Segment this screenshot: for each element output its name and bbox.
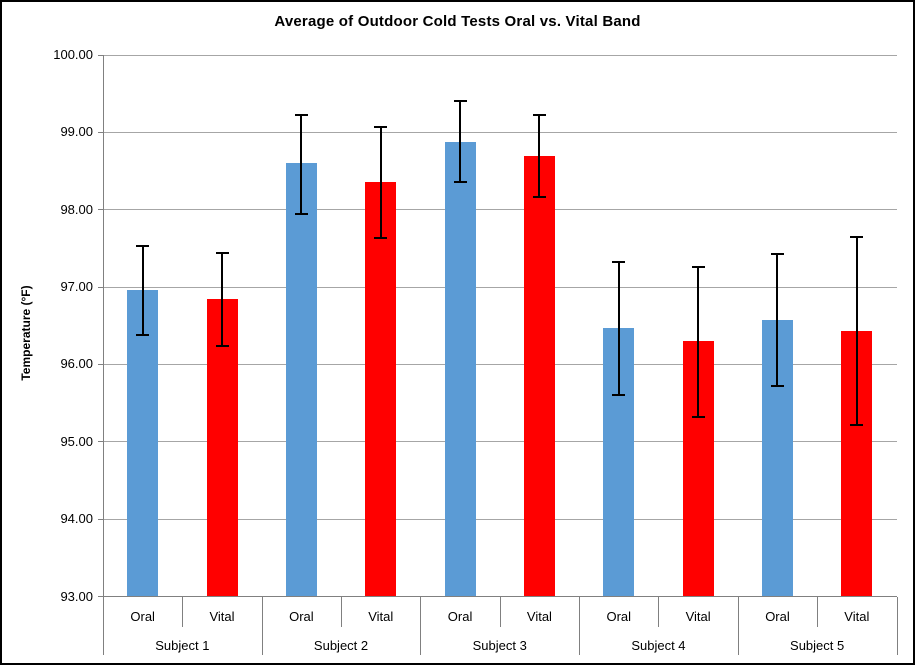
error-bar-cap-top [612, 260, 626, 263]
y-tick-label: 100.00 [53, 47, 93, 62]
y-tick-label: 98.00 [60, 201, 93, 217]
error-bar-cap-top [691, 265, 705, 268]
group-label: Subject 4 [631, 637, 686, 653]
error-bar-cap-top [770, 252, 784, 255]
y-tick-label: 97.00 [60, 279, 93, 295]
gridline [103, 131, 897, 133]
x-axis-line [98, 596, 897, 597]
group-label: Subject 3 [472, 637, 527, 653]
subcategory-label: Vital [368, 608, 394, 624]
error-bar-line [141, 246, 144, 336]
subcategory-separator [499, 596, 501, 627]
error-bar-cap-top [215, 252, 229, 255]
error-bar-line [697, 266, 700, 418]
error-bar-cap-top [453, 100, 467, 103]
error-bar-line [538, 114, 541, 198]
y-tick-label: 95.00 [60, 433, 93, 449]
y-axis-tick [98, 286, 103, 288]
bar-oral-subject-2 [285, 163, 317, 597]
error-bar-cap-top [374, 125, 388, 128]
error-bar-line [221, 253, 224, 346]
bar-vital-subject-2 [365, 181, 397, 597]
y-axis-tick [98, 209, 103, 211]
subcategory-label: Vital [209, 608, 235, 624]
gridline [103, 518, 897, 520]
group-label: Subject 5 [790, 637, 845, 653]
error-bar-cap-bottom [136, 334, 150, 337]
chart-title: Average of Outdoor Cold Tests Oral vs. V… [274, 13, 641, 30]
subcategory-separator [817, 596, 819, 627]
bar-oral-subject-3 [444, 141, 476, 597]
error-bar-line [617, 261, 620, 395]
gridline [103, 441, 897, 443]
y-axis-line [103, 55, 104, 597]
subcategory-label: Vital [526, 608, 552, 624]
bar-oral-subject-1 [127, 290, 159, 597]
category-group-separator [579, 596, 581, 655]
subcategory-label: Oral [289, 608, 314, 624]
subcategory-label: Vital [685, 608, 711, 624]
error-bar-cap-top [850, 235, 864, 238]
gridline [103, 363, 897, 365]
y-tick-label: 94.00 [60, 511, 93, 527]
subcategory-label: Vital [844, 608, 870, 624]
bar-vital-subject-1 [206, 299, 238, 597]
y-axis-title: Temperature (°F) [19, 285, 33, 381]
error-bar-cap-top [294, 114, 308, 117]
category-group-separator [261, 596, 263, 655]
error-bar-cap-bottom [770, 385, 784, 388]
error-bar-line [379, 126, 382, 238]
error-bar-cap-top [136, 245, 150, 248]
y-axis-tick [98, 518, 103, 520]
y-axis-tick [98, 131, 103, 133]
y-tick-label: 96.00 [60, 356, 93, 372]
error-bar-line [459, 101, 462, 182]
error-bar-line [776, 253, 779, 387]
error-bar-cap-top [532, 113, 546, 116]
error-bar-cap-bottom [453, 180, 467, 183]
subcategory-separator [658, 596, 660, 627]
group-label: Subject 1 [155, 637, 210, 653]
error-bar-cap-bottom [691, 416, 705, 419]
y-tick-label: 99.00 [60, 124, 93, 140]
error-bar-cap-bottom [612, 393, 626, 396]
y-tick-label: 93.00 [60, 588, 93, 604]
y-axis-tick [98, 363, 103, 365]
category-group-separator [103, 596, 104, 655]
bar-vital-subject-3 [523, 155, 555, 597]
group-label: Subject 2 [313, 637, 369, 653]
subcategory-separator [341, 596, 343, 627]
category-group-separator [737, 596, 739, 655]
gridline [103, 286, 897, 288]
y-axis-tick [98, 54, 103, 56]
category-group-separator [420, 596, 422, 655]
error-bar-cap-bottom [294, 212, 308, 215]
gridline [103, 54, 897, 56]
subcategory-label: Oral [765, 608, 790, 624]
error-bar-line [300, 115, 303, 214]
subcategory-label: Oral [606, 608, 632, 624]
subcategory-label: Oral [447, 608, 473, 624]
gridline [103, 209, 897, 211]
y-axis-tick [98, 441, 103, 443]
category-group-separator [896, 596, 898, 655]
error-bar-line [855, 236, 858, 425]
error-bar-cap-bottom [850, 423, 864, 426]
error-bar-cap-bottom [532, 196, 546, 199]
subcategory-label: Oral [130, 608, 155, 624]
error-bar-cap-bottom [215, 344, 229, 347]
error-bar-cap-bottom [374, 236, 388, 239]
subcategory-separator [182, 596, 184, 627]
